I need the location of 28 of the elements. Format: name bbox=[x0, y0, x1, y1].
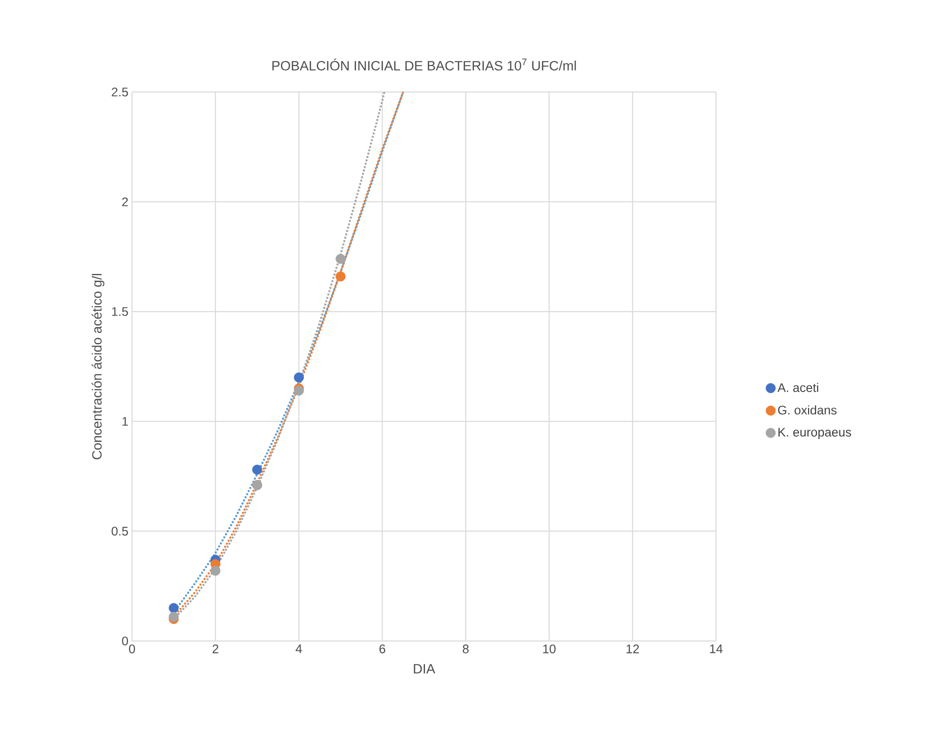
chart-title: POBALCIÓN INICIAL DE BACTERIAS 10$^{7}$ UFC/ml bbox=[272, 58, 576, 70]
point bbox=[294, 386, 304, 396]
legend-label: G. oxidans bbox=[778, 405, 837, 415]
y-tick-label: 0 bbox=[122, 636, 128, 646]
point bbox=[336, 254, 346, 264]
x-axis-title: DIA bbox=[414, 664, 436, 674]
x-tick-label: 0 bbox=[129, 644, 135, 654]
point bbox=[294, 372, 304, 382]
x-tick-label: 8 bbox=[462, 644, 469, 654]
y-tick-label: 1.5 bbox=[112, 307, 128, 316]
y-tick-label: 2 bbox=[122, 197, 128, 206]
point bbox=[336, 271, 346, 282]
x-tick-label: 6 bbox=[379, 644, 386, 654]
x-tick-label: 4 bbox=[296, 644, 302, 654]
legend-label: A. aceti bbox=[778, 382, 818, 392]
x-tick-label: 10 bbox=[543, 644, 556, 654]
y-tick-label: 2.5 bbox=[112, 88, 128, 96]
point bbox=[252, 464, 262, 475]
x-tick-label: 14 bbox=[710, 644, 723, 654]
point bbox=[210, 566, 220, 576]
point bbox=[168, 603, 179, 614]
y-tick-label: 1 bbox=[122, 417, 128, 426]
y-axis-title: Concentración ácido acético g/l bbox=[92, 274, 104, 460]
y-tick-label: 0.5 bbox=[112, 526, 128, 536]
point bbox=[168, 612, 179, 622]
x-tick-label: 12 bbox=[626, 644, 639, 654]
legend-label: K. europaeus bbox=[778, 428, 852, 440]
x-tick-label: 2 bbox=[212, 644, 218, 654]
